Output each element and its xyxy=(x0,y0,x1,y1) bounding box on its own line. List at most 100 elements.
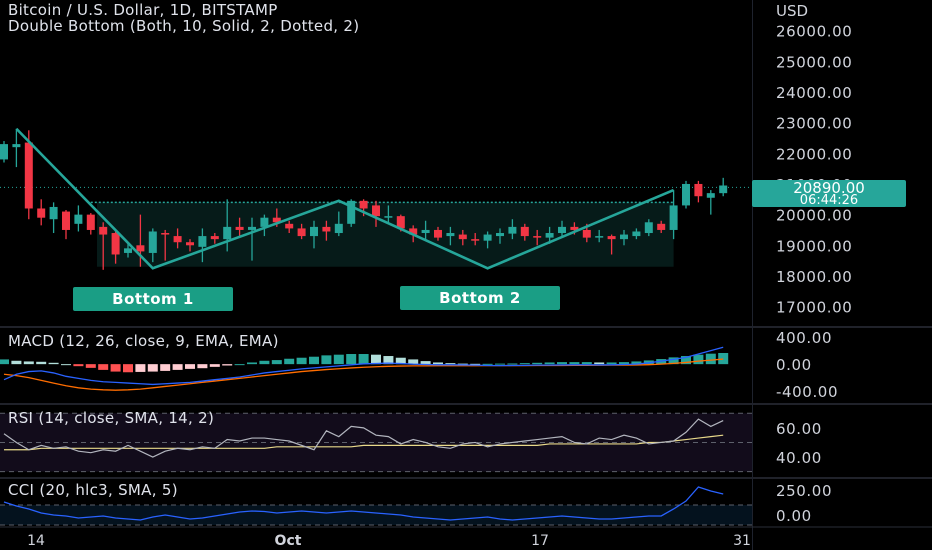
macd-histogram-bar xyxy=(11,360,22,365)
bottom-1-label: Bottom 1 xyxy=(73,287,233,311)
macd-histogram-bar xyxy=(197,364,208,369)
candle-body xyxy=(161,233,170,235)
candle-body xyxy=(582,229,591,238)
candle-body xyxy=(248,226,256,230)
macd-histogram-bar xyxy=(395,357,406,365)
candle xyxy=(446,226,455,246)
candle-body xyxy=(669,205,678,230)
candle-body xyxy=(347,200,356,224)
price-tick-label: 26000.00 xyxy=(776,23,852,41)
macd-histogram-bar xyxy=(594,362,605,365)
macd-histogram-bar xyxy=(482,363,493,365)
macd-histogram-bar xyxy=(259,360,270,365)
candle-body xyxy=(235,226,244,230)
macd-histogram-bar xyxy=(0,359,9,365)
candle xyxy=(558,220,566,237)
candle xyxy=(86,213,95,235)
grid-layer xyxy=(0,326,932,479)
macd-histogram-bar xyxy=(321,355,332,365)
candle-body xyxy=(136,245,145,252)
candle-body xyxy=(446,233,455,237)
candle xyxy=(372,200,380,227)
macd-histogram-bar xyxy=(631,361,642,365)
candle-body xyxy=(595,236,604,238)
macd-pane[interactable] xyxy=(0,346,729,391)
candle-body xyxy=(285,223,294,229)
time-tick-label: 17 xyxy=(531,533,549,549)
macd-histogram-bar xyxy=(73,364,84,367)
candle xyxy=(334,211,343,237)
candle-body xyxy=(384,216,393,218)
macd-histogram-bar xyxy=(296,357,307,365)
candle xyxy=(620,229,628,246)
candle xyxy=(496,228,504,244)
candle xyxy=(421,220,430,241)
price-axis[interactable]: 26000.00 25000.00 24000.00 23000.00 22000.00… xyxy=(752,0,853,550)
candle xyxy=(223,199,232,252)
macd-histogram-bar xyxy=(544,362,555,365)
macd-histogram-bar xyxy=(333,354,344,365)
candle-body xyxy=(682,183,690,206)
macd-histogram-bar xyxy=(718,352,729,365)
candle-body xyxy=(62,211,70,230)
macd-histogram-bar xyxy=(271,360,282,365)
macd-histogram-bar xyxy=(519,363,530,365)
bar-countdown: 06:44:26 xyxy=(799,193,859,208)
rsi-ma-line xyxy=(4,434,724,451)
cci-label[interactable]: CCI (20, hlc3, SMA, 5) xyxy=(8,481,178,499)
currency-label: USD xyxy=(776,2,809,20)
candle xyxy=(471,233,480,246)
candle-body xyxy=(434,229,442,238)
current-price-tag: 20890.00 06:44:26 xyxy=(752,180,906,207)
symbol-title[interactable]: Bitcoin / U.S. Dollar, 1D, BITSTAMP xyxy=(8,1,278,19)
macd-histogram-bar xyxy=(48,362,59,365)
candle xyxy=(0,141,8,163)
macd-histogram-bar xyxy=(85,364,96,368)
cci-tick-label: 0.00 xyxy=(776,507,812,525)
macd-histogram-bar xyxy=(371,354,381,365)
candle-body xyxy=(570,226,579,230)
candle-body xyxy=(37,208,46,218)
candle xyxy=(198,228,207,263)
macd-histogram-bar xyxy=(383,356,394,365)
price-tick-label: 22000.00 xyxy=(776,145,852,163)
macd-histogram-bar xyxy=(185,364,195,369)
macd-label[interactable]: MACD (12, 26, close, 9, EMA, EMA) xyxy=(8,332,279,350)
macd-histogram-bar xyxy=(532,362,543,365)
candle-body xyxy=(545,233,554,238)
candle-body xyxy=(223,226,232,240)
candle xyxy=(99,222,108,270)
macd-histogram-bar xyxy=(172,364,183,370)
indicator-title[interactable]: Double Bottom (Both, 10, Solid, 2, Dotte… xyxy=(8,17,360,35)
cci-pane[interactable] xyxy=(0,486,752,526)
macd-histogram-bar xyxy=(358,354,369,365)
candle xyxy=(111,229,120,264)
candle xyxy=(657,220,666,234)
candle xyxy=(694,180,703,203)
rsi-pane[interactable] xyxy=(0,412,752,473)
macd-histogram-bar xyxy=(557,362,567,365)
candle-body xyxy=(471,239,480,241)
cci-band-fill xyxy=(0,505,752,525)
macd-histogram-bar xyxy=(470,363,481,365)
macd-histogram-bar xyxy=(705,353,716,365)
macd-histogram-bar xyxy=(581,362,592,365)
candle xyxy=(248,217,256,261)
candle xyxy=(285,220,294,234)
time-axis[interactable]: 14 Oct 17 31 xyxy=(0,526,932,549)
candle-body xyxy=(421,229,430,234)
price-pane[interactable] xyxy=(0,127,752,270)
candle-body xyxy=(124,248,132,253)
macd-histogram-bar xyxy=(110,364,121,372)
candle xyxy=(632,228,641,240)
macd-histogram-bar xyxy=(23,361,34,365)
candle xyxy=(74,205,83,232)
candle-body xyxy=(210,236,219,240)
cci-tick-label: 250.00 xyxy=(776,482,832,500)
macd-histogram-bar xyxy=(681,356,691,365)
macd-histogram-bar xyxy=(98,364,109,370)
candle xyxy=(533,229,542,246)
rsi-label[interactable]: RSI (14, close, SMA, 14, 2) xyxy=(8,409,215,427)
macd-histogram-bar xyxy=(408,359,419,365)
